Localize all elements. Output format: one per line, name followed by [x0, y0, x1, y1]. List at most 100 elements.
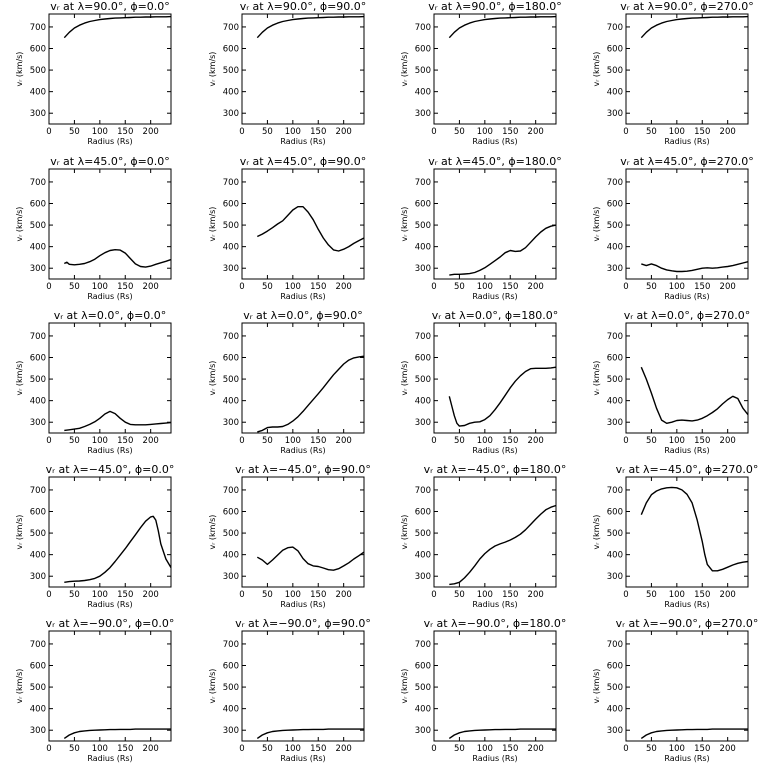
panel-title: vᵣ at λ=45.0°, ϕ=0.0° [50, 155, 170, 168]
x-axis-label: Radius (Rs) [472, 754, 517, 763]
x-tick-label: 0 [239, 436, 244, 446]
y-tick-label: 600 [30, 662, 46, 672]
x-tick-label: 200 [720, 436, 736, 446]
series-line [640, 486, 749, 572]
y-tick-label: 600 [607, 200, 623, 210]
x-tick-label: 100 [285, 282, 301, 292]
x-tick-label: 200 [720, 744, 736, 754]
y-axis-label: vᵣ (km/s) [592, 52, 601, 87]
series-line [449, 224, 557, 276]
y-tick-label: 300 [223, 572, 239, 582]
plot-frame [48, 168, 172, 280]
y-tick-label: 600 [415, 354, 431, 364]
x-axis-label: Radius (Rs) [87, 292, 132, 301]
y-tick-label: 300 [415, 572, 431, 582]
x-axis-label: Radius (Rs) [664, 446, 709, 455]
plot-frame [48, 13, 172, 125]
x-tick-label: 150 [310, 744, 326, 754]
x-axis-label: Radius (Rs) [87, 137, 132, 146]
y-axis-label: vᵣ (km/s) [400, 669, 409, 704]
y-tick-label: 700 [607, 332, 623, 342]
x-tick-label: 100 [477, 590, 493, 600]
x-tick-label: 50 [454, 744, 465, 754]
series-line [448, 15, 557, 39]
y-tick-label: 700 [223, 178, 239, 188]
x-tick-label: 200 [143, 282, 159, 292]
x-tick-label: 150 [502, 127, 518, 137]
x-tick-label: 200 [336, 744, 352, 754]
x-tick-label: 0 [46, 436, 51, 446]
panel-title: vᵣ at λ=0.0°, ϕ=270.0° [624, 309, 751, 322]
y-tick-label: 600 [30, 508, 46, 518]
y-axis-label: vᵣ (km/s) [400, 207, 409, 242]
panel-title: vᵣ at λ=90.0°, ϕ=270.0° [620, 0, 754, 13]
x-tick-label: 0 [623, 127, 628, 137]
x-tick-label: 150 [502, 590, 518, 600]
y-tick-label: 300 [607, 264, 623, 274]
y-tick-label: 400 [607, 705, 623, 715]
x-tick-label: 150 [502, 282, 518, 292]
x-axis-label: Radius (Rs) [87, 446, 132, 455]
y-axis-label: vᵣ (km/s) [15, 52, 24, 87]
x-tick-label: 0 [431, 127, 436, 137]
x-tick-label: 50 [69, 436, 80, 446]
x-tick-label: 50 [69, 127, 80, 137]
y-tick-label: 500 [607, 221, 623, 231]
y-tick-label: 700 [30, 486, 46, 496]
x-tick-label: 50 [646, 127, 657, 137]
series-line [640, 366, 749, 424]
y-tick-label: 300 [607, 572, 623, 582]
y-tick-label: 500 [30, 66, 46, 76]
x-tick-label: 0 [431, 590, 436, 600]
x-tick-label: 50 [262, 590, 273, 600]
plot-frame [48, 630, 172, 742]
y-tick-label: 700 [223, 332, 239, 342]
plot-frame [625, 322, 749, 434]
x-tick-label: 0 [431, 744, 436, 754]
x-tick-label: 100 [92, 436, 108, 446]
y-tick-label: 600 [607, 508, 623, 518]
plot-frame [625, 168, 749, 280]
y-tick-label: 400 [607, 243, 623, 253]
x-tick-label: 150 [502, 436, 518, 446]
y-tick-label: 500 [607, 529, 623, 539]
panel-2-0: vᵣ at λ=0.0°, ϕ=0.0° 0 50 100 150 200 300 400 50… [15, 309, 172, 455]
y-tick-label: 600 [607, 354, 623, 364]
x-tick-label: 0 [239, 590, 244, 600]
x-tick-label: 150 [117, 590, 133, 600]
panel-2-1: vᵣ at λ=0.0°, ϕ=90.0° 0 50 100 150 200 300 400 5… [208, 309, 365, 455]
y-tick-label: 300 [30, 109, 46, 119]
y-tick-label: 700 [223, 640, 239, 650]
y-tick-label: 400 [223, 551, 239, 561]
x-tick-label: 150 [694, 744, 710, 754]
y-tick-label: 600 [415, 508, 431, 518]
plot-frame [625, 476, 749, 588]
x-tick-label: 150 [694, 590, 710, 600]
x-tick-label: 150 [117, 127, 133, 137]
y-tick-label: 300 [30, 572, 46, 582]
panel-title: vᵣ at λ=−90.0°, ϕ=270.0° [616, 617, 759, 630]
y-axis-label: vᵣ (km/s) [15, 207, 24, 242]
y-tick-label: 500 [223, 529, 239, 539]
y-tick-label: 400 [30, 88, 46, 98]
panel-1-1: vᵣ at λ=45.0°, ϕ=90.0° 0 50 100 150 200 300 400… [208, 155, 366, 301]
y-tick-label: 400 [607, 88, 623, 98]
panel-title: vᵣ at λ=0.0°, ϕ=0.0° [54, 309, 167, 322]
x-tick-label: 100 [669, 590, 685, 600]
x-tick-label: 150 [694, 282, 710, 292]
y-axis-label: vᵣ (km/s) [400, 361, 409, 396]
y-tick-label: 400 [223, 88, 239, 98]
y-tick-label: 500 [607, 375, 623, 385]
x-axis-label: Radius (Rs) [664, 600, 709, 609]
plot-frame [433, 476, 557, 588]
y-tick-label: 600 [607, 45, 623, 55]
y-tick-label: 400 [607, 551, 623, 561]
y-tick-label: 300 [30, 264, 46, 274]
y-tick-label: 600 [223, 200, 239, 210]
y-tick-label: 300 [223, 109, 239, 119]
x-tick-label: 200 [336, 590, 352, 600]
series-line [256, 15, 365, 39]
y-tick-label: 400 [415, 551, 431, 561]
plot-frame [433, 13, 557, 125]
y-tick-label: 300 [607, 726, 623, 736]
